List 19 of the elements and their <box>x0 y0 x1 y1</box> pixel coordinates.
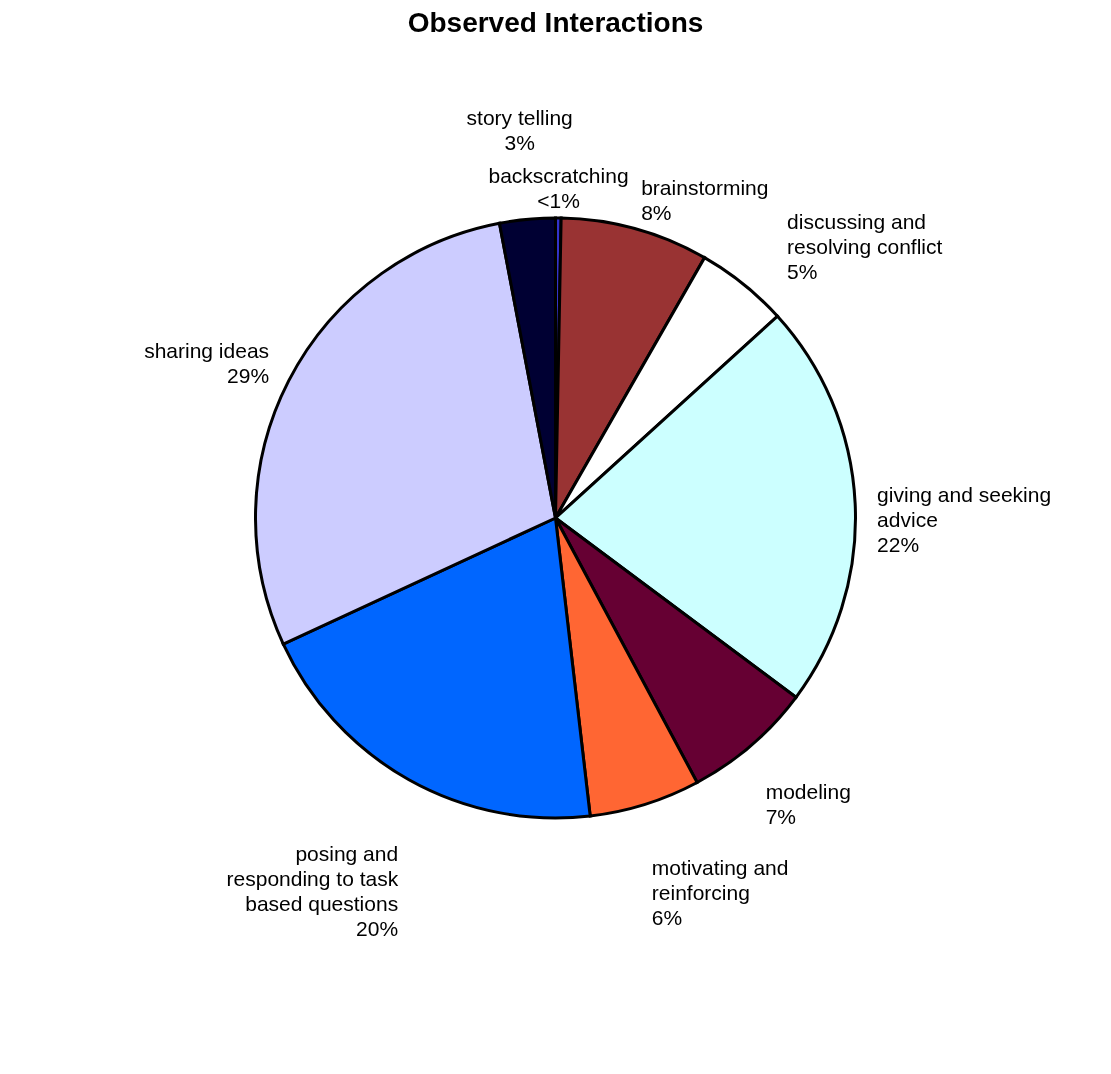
data-label: 7% <box>765 804 796 828</box>
slice-label: story telling <box>466 105 573 129</box>
slice-label: discussing and resolving conflict <box>787 209 943 258</box>
data-label: 6% <box>651 905 683 929</box>
data-label: 22% <box>877 532 920 556</box>
data-label: 8% <box>641 200 672 224</box>
chart-title: Observed Interactions <box>407 7 704 38</box>
slice-label: posing and responding to task based questions <box>226 841 399 915</box>
data-label: 5% <box>787 259 818 283</box>
slice-label: backscratching <box>488 164 629 188</box>
data-label: 3% <box>504 130 535 154</box>
data-label: 20% <box>356 916 399 940</box>
slice-label: sharing ideas <box>144 338 270 362</box>
slice-label: modeling <box>765 779 851 803</box>
data-label: <1% <box>537 189 580 213</box>
slice-label: brainstorming <box>641 175 769 199</box>
data-label: 29% <box>227 363 270 387</box>
slice-label: motivating and reinforcing <box>651 855 789 904</box>
slice-label: giving and seeking advice <box>877 482 1052 531</box>
